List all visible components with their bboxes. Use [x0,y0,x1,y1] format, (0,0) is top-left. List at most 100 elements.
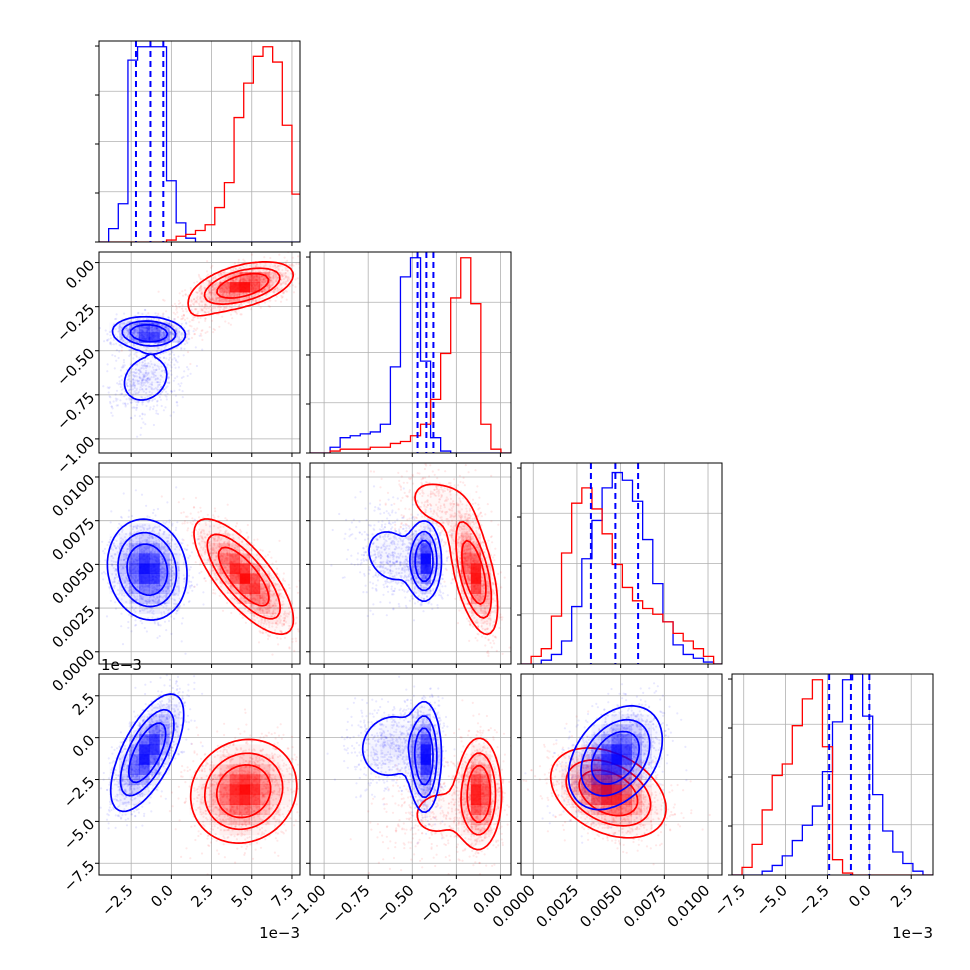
scatter-panel-2-3-border [520,673,723,876]
scatter-panel-0-1-red-contour-1 [203,267,281,305]
scatter-panel-0-2-red-density-shading [199,523,291,625]
scatter-panel-0-1-content [99,252,300,438]
scatter-panel-1-2-blue-contour-0 [368,520,443,602]
scatter-panel-0-2-xaxis [130,664,293,668]
histogram-panel-1-xaxis [323,453,501,457]
scatter-panel-0-1-ytick-label-2: −0.50 [53,344,98,389]
histogram-panel-2-xaxis [532,664,709,668]
scatter-panel-2-3-blue-contour-1 [580,718,651,797]
scatter-panel-0-2-ytick-label-0: 0.0000 [49,645,99,695]
scatter-panel-1-3-red-contour-2 [466,764,492,823]
scatter-panel-1-2-border [309,462,512,665]
scatter-panel-0-2-blue-contour-1 [117,531,178,608]
scatter-panel-1-2-red-contour-0 [414,483,499,636]
histogram-panel-0-xaxis [130,242,293,246]
scatter-panel-0-3-blue-contour-0 [109,693,185,813]
histogram-panel-3-xtick-label-0: −7.5 [711,881,749,919]
scatter-panel-2-3-yaxis [517,695,521,864]
scatter-panel-1-3-xaxis: −1.00−0.75−0.50−0.25 0.00 [284,875,506,927]
scatter-panel-2-3-red-contour-1 [565,759,652,827]
scatter-panel-1-3-red-contour-1 [460,752,497,836]
histogram-panel-2-border [520,462,723,665]
scatter-panel-0-1-blue-contour-1 [121,320,177,347]
scatter-panel-2-3-content [522,682,711,866]
scatter-panel-2-3-blue-contour-2 [590,730,641,785]
scatter-panel-1-3 [309,673,512,876]
scatter-panel-1-2-red-contour-2 [461,539,487,605]
scatter-panel-1-2-content [330,463,511,658]
histogram-panel-3-xtick-label-2: −2.5 [794,881,832,919]
scatter-panel-0-2-blue-contour-2 [126,543,169,597]
histogram-panel-2-blue-histogram [521,471,722,664]
scatter-panel-0-1-ytick-label-1: −0.75 [53,388,98,433]
scatter-panel-1-3-blue-contour-0 [361,700,443,814]
scatter-panel-0-3-ytick-label-2: −2.5 [60,773,98,811]
scatter-panel-0-2-red-contour-0 [193,518,295,636]
scatter-panel-1-3-border [309,673,512,876]
scatter-panel-0-3-blue-contour-1 [119,708,175,797]
histogram-panel-0 [95,40,301,243]
histogram-panel-2-red-histogram [521,487,722,664]
histogram-panel-0-border [98,40,301,243]
scatter-panel-1-2-red-contour-1 [455,520,493,619]
histogram-panel-0-blue-histogram [99,46,300,242]
scatter-panel-2-3-xtick-label-4: 0.0100 [664,881,714,931]
scatter-panel-1-3-content [326,675,511,875]
scatter-panel-2-3-red-contour-0 [549,747,667,839]
scatter-panel-0-3-ytick-label-0: −7.5 [60,857,98,895]
scatter-panel-0-2-blue-contour-0 [106,518,188,621]
scatter-panel-2-3-xtick-label-2: 0.0050 [576,881,626,931]
scatter-panel-0-2-red-contour-2 [217,546,270,607]
scatter-panel-0-2-ytick-label-3: 0.0075 [49,514,99,564]
scatter-panel-1-3-blue-contour-2 [413,727,434,786]
histogram-panel-1 [306,251,512,454]
scatter-panel-2-3-xtick-label-1: 0.0025 [532,881,582,931]
scatter-panel-1-3-yaxis [306,695,310,864]
scatter-panel-0-1-red-contour-2 [216,272,270,299]
scatter-panel-0-1 [98,251,301,454]
histogram-panel-3-red-histogram [732,679,933,875]
scatter-panel-0-3-red-contour-0 [189,738,298,844]
scatter-panel-0-3-yaxis: −7.5 −5.0 −2.5 0.0 2.5 [60,689,99,895]
scatter-panel-0-1-ytick-label-3: −0.25 [53,300,98,345]
histogram-panel-3-xaxis: −7.5 −5.0 −2.5 0.0 2.5 [711,875,917,920]
scatter-panel-1-2-yaxis [306,476,310,653]
scatter-panel-0-3-border [98,673,301,876]
scatter-panel-0-1-xaxis [130,453,293,457]
x-offset-label-param-3: 1e−3 [892,924,933,942]
histogram-panel-2 [517,462,723,665]
scatter-panel-1-2 [309,462,512,665]
scatter-panel-0-2-ytick-label-2: 0.0050 [49,558,99,608]
scatter-panel-0-3-xtick-label-3: 5.0 [228,881,258,911]
histogram-panel-3-xtick-label-1: −5.0 [753,881,791,919]
histogram-panel-3 [728,673,934,876]
scatter-panel-0-3-blue-contour-2 [127,722,167,784]
scatter-panel-0-3-xtick-label-0: −2.5 [98,881,136,919]
scatter-panel-0-3-xaxis: −2.5 0.0 2.5 5.0 7.5 [98,875,297,920]
scatter-panel-0-2-border [98,462,301,665]
scatter-panel-1-3-blue-contour-1 [407,715,438,799]
scatter-panel-1-3-xtick-label-3: −0.25 [417,881,462,926]
histogram-panel-1-blue-histogram [310,257,511,453]
scatter-panel-0-2-ytick-label-4: 0.0100 [49,471,99,521]
scatter-panel-0-3-red-contour-1 [203,752,284,831]
scatter-panel-2-3-red-contour-2 [578,769,639,817]
scatter-panel-0-1-blue-contour-0 [111,315,187,401]
scatter-panel-1-2-xaxis [323,664,501,668]
histogram-panel-3-border [731,673,934,876]
scatter-panel-0-3 [98,673,301,876]
scatter-panel-0-1-ytick-label-4: 0.00 [62,256,98,292]
scatter-panel-0-2-ytick-label-1: 0.0025 [49,602,99,652]
scatter-panel-1-3-xtick-label-1: −0.75 [328,881,373,926]
scatter-panel-2-3-xtick-label-3: 0.0075 [620,881,670,931]
scatter-panel-2-3 [520,673,723,876]
scatter-panel-0-2-content [99,486,300,664]
histogram-panel-3-xtick-label-3: 0.0 [845,881,875,911]
histogram-panel-1-red-histogram [310,257,511,453]
scatter-panel-0-1-ytick-label-0: −1.00 [53,433,98,478]
y-offset-label-param-3: 1e−3 [101,656,142,674]
histogram-panel-0-red-histogram [99,46,300,242]
